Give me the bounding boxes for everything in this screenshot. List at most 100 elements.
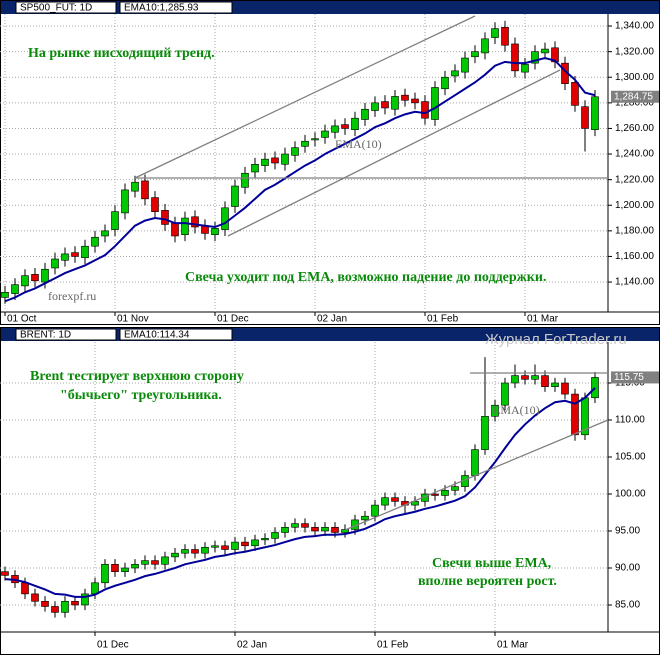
candle-body: [171, 222, 179, 237]
candle-body: [191, 549, 199, 554]
last-price-label: 115.75: [614, 372, 644, 383]
candle-body: [301, 523, 309, 528]
x-tick-label: 01 Dec: [217, 314, 249, 325]
candle-body: [51, 258, 59, 269]
annotation: На рынке нисходящий тренд.: [28, 46, 215, 61]
header-box: [119, 1, 233, 14]
y-tick-label: 90.00: [615, 563, 640, 574]
annotation: EMA(10): [493, 403, 540, 417]
candle-body: [591, 377, 599, 399]
candle-body: [81, 593, 89, 606]
candle-body: [311, 138, 319, 141]
candle-body: [61, 253, 69, 261]
candle-body: [461, 57, 469, 73]
candle-body: [451, 70, 459, 77]
candle-body: [521, 64, 529, 73]
candle-body: [191, 216, 199, 228]
candle-body: [141, 180, 149, 200]
x-tick-label: 01 Feb: [377, 640, 409, 651]
candle-body: [21, 275, 29, 287]
candle-body: [291, 523, 299, 528]
candle-body: [101, 230, 109, 237]
candle-body: [431, 87, 439, 120]
candle-body: [71, 252, 79, 257]
y-tick-label: 95.00: [615, 526, 640, 537]
candle-body: [61, 600, 69, 613]
candle-body: [271, 157, 279, 164]
candle-body: [261, 158, 269, 166]
candle-body: [321, 526, 329, 532]
x-tick-label: 02 Jan: [317, 314, 347, 325]
candle-body: [531, 375, 539, 380]
candle-body: [331, 125, 339, 133]
candle-body: [201, 546, 209, 554]
candle-body: [391, 497, 399, 502]
annotation: Brent тестирует верхнюю сторону: [30, 369, 244, 384]
candle-body: [141, 560, 149, 565]
candle-body: [521, 375, 529, 380]
candle-body: [181, 217, 189, 235]
indicator-label: EMA10:114.34: [124, 330, 190, 341]
candle-body: [401, 94, 409, 101]
candle-body: [491, 404, 499, 417]
candle-body: [351, 117, 359, 131]
candle-body: [581, 106, 589, 129]
candle-body: [331, 526, 339, 533]
x-tick-label: 01 Mar: [527, 314, 559, 325]
candle-body: [221, 545, 229, 550]
y-tick-label: 1,140.00: [615, 277, 654, 288]
annotation: EMA(10): [335, 137, 382, 151]
y-tick-label: 100.00: [615, 489, 646, 500]
annotation: вполне вероятен рост.: [418, 574, 557, 589]
y-tick-label: 1,220.00: [615, 174, 654, 185]
candle-body: [41, 600, 49, 607]
support-line: [344, 419, 609, 531]
y-tick-label: 1,280.00: [615, 97, 654, 108]
candle-body: [381, 101, 389, 109]
y-tick-label: 85.00: [615, 600, 640, 611]
candle-body: [91, 236, 99, 247]
candle-body: [371, 504, 379, 517]
y-tick-label: 1,320.00: [615, 46, 654, 57]
header-box: [119, 328, 233, 341]
candle-body: [361, 108, 369, 120]
trend-lines: [134, 15, 609, 531]
candle-body: [471, 51, 479, 58]
y-tick-label: 1,180.00: [615, 225, 654, 236]
candle-body: [291, 147, 299, 156]
candle-body: [431, 493, 439, 496]
indicator-label: EMA10:1,285.93: [124, 3, 199, 14]
candle-body: [121, 189, 129, 214]
candle-body: [111, 563, 119, 572]
candle-body: [241, 172, 249, 188]
annotation: Свеча уходит под EMA, возможно падение д…: [185, 270, 546, 285]
candle-body: [441, 489, 449, 496]
candle-body: [71, 600, 79, 606]
candle-body: [161, 210, 169, 225]
last-price-tag: [611, 90, 659, 103]
candle-body: [411, 98, 419, 104]
candle-body: [281, 526, 289, 533]
candle-body: [321, 130, 329, 138]
candle-body: [221, 207, 229, 230]
candle-body: [51, 606, 59, 613]
candle-body: [481, 38, 489, 54]
candle-body: [451, 486, 459, 491]
last-price-label: 1,284.75: [614, 91, 653, 102]
candle-body: [21, 582, 29, 595]
candle-body: [551, 382, 559, 387]
candle-body: [391, 96, 399, 110]
candle-body: [511, 375, 519, 384]
y-tick-label: 1,340.00: [615, 21, 654, 32]
candle-body: [371, 102, 379, 111]
candle-body: [241, 541, 249, 547]
candle-body: [591, 96, 599, 131]
candle-body: [31, 274, 39, 282]
candle-body: [101, 563, 109, 584]
header-box: [15, 328, 117, 341]
candle-body: [381, 497, 389, 506]
candle-body: [471, 449, 479, 476]
y-tick-label: 1,300.00: [615, 72, 654, 83]
